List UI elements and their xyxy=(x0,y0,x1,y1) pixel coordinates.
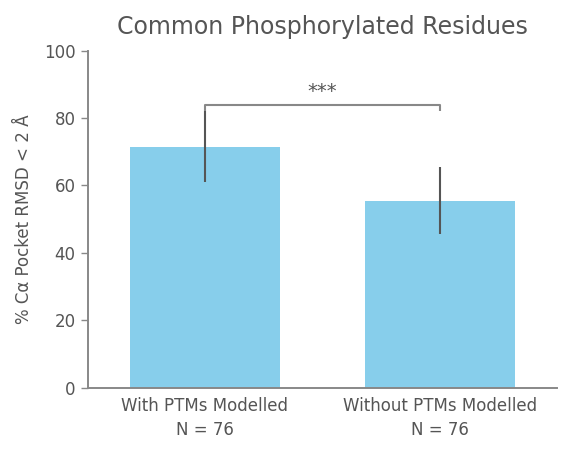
Bar xyxy=(364,201,515,388)
Text: ***: *** xyxy=(308,82,337,101)
Y-axis label: % Cα Pocket RMSD < 2 Å: % Cα Pocket RMSD < 2 Å xyxy=(15,114,33,324)
Bar xyxy=(130,147,280,388)
Title: Common Phosphorylated Residues: Common Phosphorylated Residues xyxy=(117,15,528,39)
